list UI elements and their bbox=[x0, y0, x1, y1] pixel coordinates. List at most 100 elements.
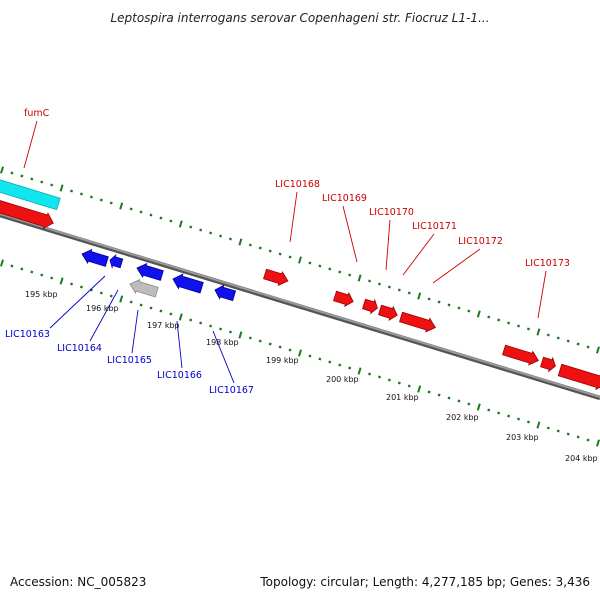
lower-major-tick bbox=[178, 313, 183, 321]
upper-major-tick bbox=[298, 256, 302, 264]
leader-line bbox=[131, 309, 139, 354]
forward-gene-label[interactable]: LIC10172 bbox=[458, 236, 503, 247]
lower-minor-tick bbox=[288, 348, 292, 352]
gene-LIC10171 bbox=[378, 304, 398, 321]
upper-major-tick bbox=[238, 238, 243, 246]
lower-major-tick bbox=[238, 331, 243, 339]
upper-minor-tick bbox=[139, 210, 143, 214]
upper-minor-tick bbox=[258, 246, 262, 250]
scale-label: 201 kbp bbox=[386, 393, 419, 402]
lower-minor-tick bbox=[387, 378, 391, 382]
upper-minor-tick bbox=[40, 180, 44, 184]
upper-minor-tick bbox=[219, 234, 223, 238]
gene-LIC10167 bbox=[214, 284, 237, 302]
leader-line bbox=[212, 330, 235, 384]
lower-minor-tick bbox=[258, 339, 262, 343]
upper-minor-tick bbox=[99, 198, 103, 202]
upper-minor-tick bbox=[89, 195, 93, 199]
gene-LIC10172 bbox=[399, 311, 436, 333]
reverse-gene-label[interactable]: LIC10164 bbox=[57, 343, 102, 354]
forward-gene-label[interactable]: LIC10173 bbox=[525, 258, 570, 269]
lower-minor-tick bbox=[546, 426, 550, 430]
scale-labels: 195 kbp 196 kbp 197 kbp 198 kbp 199 kbp 200 k… bbox=[25, 290, 598, 463]
gene-LIC10165b bbox=[136, 262, 164, 281]
scale-label: 199 kbp bbox=[266, 356, 299, 365]
leader-line bbox=[49, 275, 106, 329]
gene-LIC10163 bbox=[81, 248, 109, 267]
lower-major-tick bbox=[298, 349, 302, 357]
genome-backbone bbox=[0, 213, 600, 398]
lower-minor-tick bbox=[139, 303, 143, 307]
scale-label: 198 kbp bbox=[206, 338, 239, 347]
leader-line bbox=[402, 233, 435, 276]
lower-minor-tick bbox=[10, 264, 14, 268]
lower-major-tick bbox=[476, 403, 481, 411]
upper-minor-tick bbox=[268, 249, 272, 253]
lower-minor-tick bbox=[566, 432, 570, 436]
lower-minor-tick bbox=[50, 276, 54, 280]
upper-minor-tick bbox=[467, 309, 471, 313]
lower-minor-tick bbox=[219, 327, 223, 331]
upper-major-tick bbox=[596, 346, 600, 354]
upper-minor-tick bbox=[10, 171, 14, 175]
reverse-gene-label[interactable]: LIC10167 bbox=[209, 385, 254, 396]
lower-major-tick bbox=[59, 277, 64, 285]
lower-minor-tick bbox=[457, 399, 461, 403]
upper-minor-tick bbox=[308, 261, 312, 265]
forward-gene-label[interactable]: fumC bbox=[24, 108, 50, 119]
lower-major-tick bbox=[417, 385, 422, 393]
lower-minor-tick bbox=[169, 312, 173, 316]
reverse-gene-label[interactable]: LIC10163 bbox=[5, 329, 50, 340]
lower-minor-tick bbox=[447, 396, 451, 400]
lower-minor-tick bbox=[507, 414, 511, 418]
upper-major-tick bbox=[0, 166, 4, 174]
upper-minor-tick bbox=[109, 201, 113, 205]
lower-minor-tick bbox=[40, 273, 44, 277]
leader-line bbox=[89, 289, 119, 342]
upper-minor-tick bbox=[199, 228, 203, 232]
gene-LIC10165 bbox=[129, 278, 159, 298]
upper-major-tick bbox=[119, 202, 124, 210]
upper-minor-tick bbox=[169, 219, 173, 223]
upper-minor-tick bbox=[566, 339, 570, 343]
lower-minor-tick bbox=[79, 285, 83, 289]
upper-minor-tick bbox=[288, 255, 292, 259]
reverse-gene-label[interactable]: LIC10166 bbox=[157, 370, 202, 381]
lower-major-tick bbox=[596, 439, 600, 447]
label-leaders bbox=[23, 120, 547, 384]
upper-minor-tick bbox=[248, 243, 252, 247]
forward-gene-label[interactable]: LIC10171 bbox=[412, 221, 457, 232]
upper-minor-tick bbox=[338, 270, 342, 274]
upper-minor-tick bbox=[209, 231, 213, 235]
upper-minor-tick bbox=[586, 345, 590, 349]
lower-minor-tick bbox=[586, 438, 590, 442]
lower-minor-tick bbox=[467, 402, 471, 406]
reverse-gene-label[interactable]: LIC10165 bbox=[107, 355, 152, 366]
forward-gene-label[interactable]: LIC10170 bbox=[369, 207, 414, 218]
upper-minor-tick bbox=[189, 225, 193, 229]
scale-label: 202 kbp bbox=[446, 413, 479, 422]
lower-minor-tick bbox=[308, 354, 312, 358]
upper-minor-tick bbox=[437, 300, 441, 304]
gene-LIC10169 bbox=[333, 290, 354, 308]
upper-minor-tick bbox=[278, 252, 282, 256]
leader-line bbox=[385, 219, 391, 271]
upper-minor-tick bbox=[387, 285, 391, 289]
gene-LIC10174 bbox=[540, 356, 556, 373]
upper-tick-ring bbox=[0, 166, 600, 354]
forward-gene-label[interactable]: LIC10169 bbox=[322, 193, 367, 204]
upper-minor-tick bbox=[70, 189, 74, 193]
scale-label: 197 kbp bbox=[147, 321, 180, 330]
lower-minor-tick bbox=[526, 420, 530, 424]
lower-minor-tick bbox=[338, 363, 342, 367]
upper-minor-tick bbox=[79, 192, 83, 196]
upper-minor-tick bbox=[318, 264, 322, 268]
lower-minor-tick bbox=[437, 393, 441, 397]
lower-minor-tick bbox=[129, 300, 133, 304]
leader-line bbox=[176, 320, 183, 369]
forward-gene-label[interactable]: LIC10168 bbox=[275, 179, 320, 190]
gene-track bbox=[0, 179, 600, 391]
upper-major-tick bbox=[178, 220, 183, 228]
upper-major-tick bbox=[536, 328, 541, 336]
